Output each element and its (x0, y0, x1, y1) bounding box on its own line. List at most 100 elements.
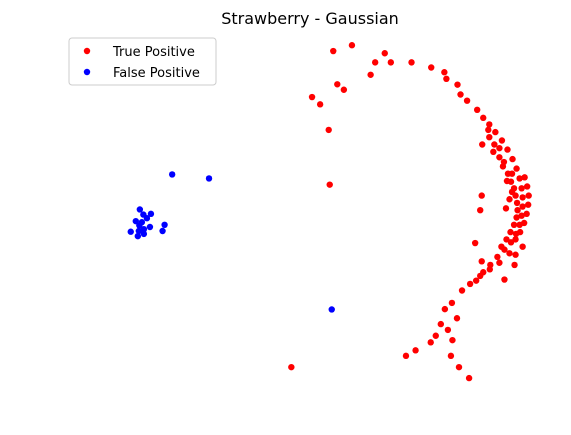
true-positive-point (465, 374, 473, 382)
true-positive-point (501, 276, 508, 283)
true-positive-point (479, 141, 486, 148)
false-positive-point (159, 227, 166, 235)
true-positive-point (518, 185, 525, 192)
true-positive-point (508, 188, 516, 196)
true-positive-point (523, 183, 531, 190)
true-positive-point (486, 266, 494, 273)
false-positive-point (143, 215, 151, 222)
true-positive-point (448, 299, 456, 307)
true-positive-point (437, 320, 445, 328)
true-positive-point (514, 207, 521, 214)
true-positive-point (519, 203, 526, 210)
true-positive-point (506, 196, 513, 203)
legend-marker-false-positive (83, 68, 91, 76)
false-positive-point (132, 217, 139, 225)
true-positive-point (471, 239, 479, 247)
true-positive-point (510, 221, 518, 228)
legend-label-true-positive: True Positive (112, 45, 195, 60)
true-positive-point (453, 315, 461, 322)
true-positive-point (508, 170, 516, 177)
false-positive-point (138, 219, 146, 226)
true-positive-point (455, 363, 463, 371)
true-positive-point (520, 219, 528, 227)
true-positive-point (441, 69, 448, 76)
true-positive-point (518, 212, 525, 219)
true-positive-point (478, 192, 485, 199)
true-positive-point (496, 154, 503, 161)
true-positive-point (334, 81, 341, 88)
true-positive-point (367, 71, 374, 78)
true-positive-point (381, 50, 388, 57)
true-positive-point (348, 42, 356, 49)
true-positive-point (498, 243, 505, 250)
true-positive-point (509, 155, 516, 163)
true-positive-point (473, 106, 481, 114)
true-positive-point (494, 253, 501, 261)
true-positive-point (325, 126, 332, 134)
true-positive-point (499, 163, 507, 170)
false-positive-point (146, 223, 154, 231)
true-positive-point (408, 59, 415, 66)
true-positive-point (288, 363, 295, 371)
true-positive-point (330, 47, 337, 55)
true-positive-point (524, 201, 532, 208)
false-positive-point (140, 225, 148, 233)
true-positive-point (457, 91, 464, 98)
true-positive-point (491, 141, 498, 148)
true-positive-point (519, 194, 526, 201)
false-positive-point (134, 232, 142, 240)
legend-marker-true-positive (83, 47, 91, 55)
true-positive-point (449, 336, 456, 344)
true-positive-point (506, 250, 513, 257)
false-positive-point (147, 210, 155, 218)
true-positive-point (503, 177, 511, 185)
true-positive-point (463, 97, 471, 104)
true-positive-point (519, 243, 526, 250)
true-positive-point (496, 259, 503, 266)
true-positive-point (387, 59, 395, 66)
true-positive-point (516, 228, 524, 236)
true-positive-point (525, 192, 532, 199)
true-positive-point (521, 174, 528, 181)
true-positive-point (454, 81, 461, 88)
true-positive-point (486, 134, 493, 141)
false-positive-point (136, 206, 144, 213)
true-positive-point (458, 287, 466, 294)
true-positive-point (428, 64, 435, 71)
true-positive-point (447, 352, 455, 360)
series-false-positive (127, 171, 335, 313)
true-positive-point (472, 277, 480, 284)
true-positive-point (340, 86, 348, 93)
true-positive-point (477, 207, 484, 214)
true-positive-point (503, 236, 510, 243)
false-positive-point (140, 230, 148, 238)
true-positive-point (498, 137, 506, 144)
true-positive-point (371, 59, 379, 66)
true-positive-point (492, 128, 499, 136)
true-positive-point (507, 239, 515, 246)
false-positive-point (161, 221, 168, 228)
true-positive-point (443, 75, 450, 83)
true-positive-point (513, 165, 520, 172)
chart-title: Strawberry - Gaussian (221, 9, 399, 28)
true-positive-point (316, 101, 324, 108)
true-positive-point (496, 144, 503, 152)
true-positive-point (466, 280, 474, 288)
true-positive-point (513, 214, 520, 221)
false-positive-point (328, 306, 335, 313)
true-positive-point (523, 210, 530, 218)
false-positive-point (168, 171, 176, 178)
false-positive-point (205, 175, 213, 182)
true-positive-point (402, 352, 410, 360)
true-positive-point (308, 93, 316, 101)
true-positive-point (412, 347, 419, 354)
true-positive-point (512, 236, 519, 243)
true-positive-point (502, 205, 510, 212)
true-positive-point (480, 114, 487, 122)
true-positive-point (513, 199, 521, 207)
true-positive-point (441, 305, 449, 313)
legend-label-false-positive: False Positive (113, 66, 200, 81)
legend-box (68, 37, 217, 86)
